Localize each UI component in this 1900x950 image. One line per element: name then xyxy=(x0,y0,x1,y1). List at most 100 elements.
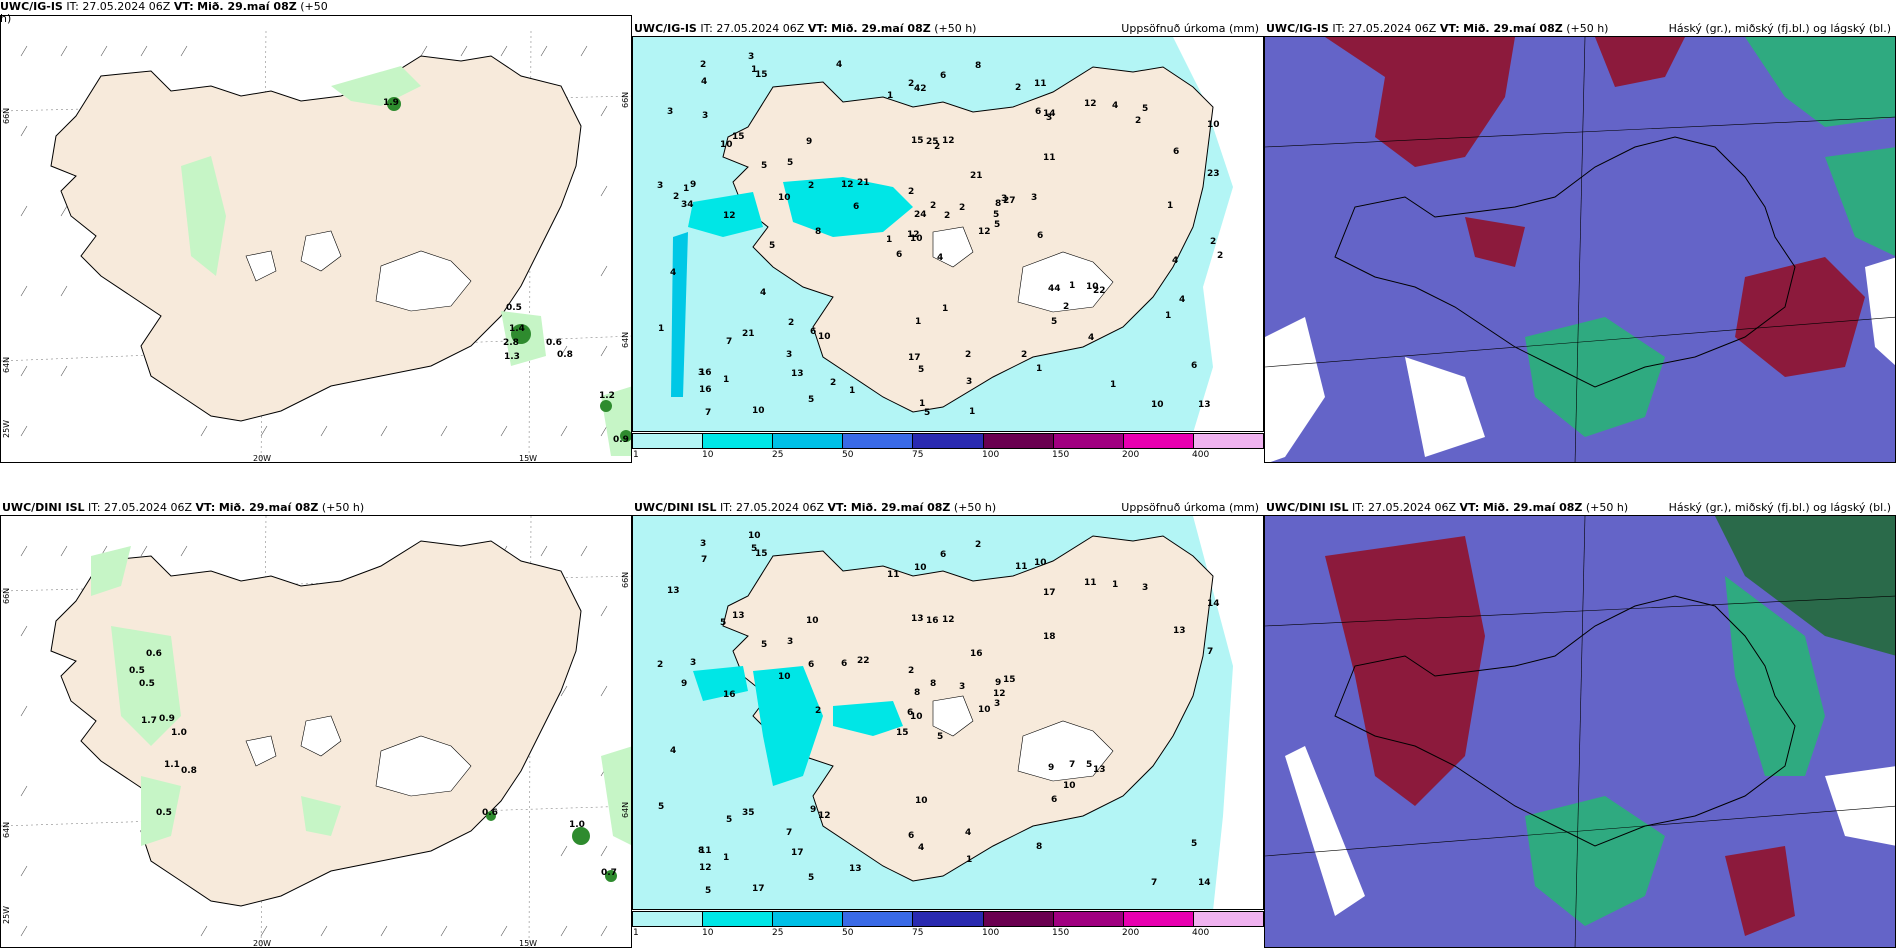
precip-cores xyxy=(486,811,617,882)
precip-value: 13 xyxy=(732,611,745,621)
precip-value: 3 xyxy=(1142,583,1149,593)
row2-cloud-title: UWC/DINI ISL IT: 27.05.2024 06Z VT: Mið.… xyxy=(1266,501,1891,514)
precip-value: 1 xyxy=(1165,311,1172,321)
precip-value: 10 xyxy=(748,531,761,541)
wind-value: 2.8 xyxy=(503,338,519,348)
low-cloud xyxy=(1715,516,1895,656)
row2-cloud-map[interactable] xyxy=(1264,515,1896,948)
wind-value: 0.7 xyxy=(601,868,617,878)
row1-wind-map[interactable]: 1.9 0.5 1.4 2.8 1.3 0.6 0.8 1.2 0.9 20W … xyxy=(0,15,632,463)
colorbar-tick: 1 xyxy=(633,450,639,460)
clear-areas xyxy=(1265,257,1895,462)
wind-value: 0.5 xyxy=(156,808,172,818)
precip-value: 2 xyxy=(1217,251,1224,261)
precip-value: 2 xyxy=(1021,350,1028,360)
precip-value: 12 xyxy=(818,811,831,821)
wind-value: 0.5 xyxy=(139,679,155,689)
precip-value: 1 xyxy=(915,317,922,327)
wind-value: 1.3 xyxy=(504,352,520,362)
colorbar-seg xyxy=(983,434,1054,448)
colorbar-tick: 10 xyxy=(702,450,714,460)
colorbar-tick: 50 xyxy=(842,450,854,460)
precip-value: 10 xyxy=(1151,400,1164,410)
precip-value: 1 xyxy=(966,855,973,865)
precip-value: 15 xyxy=(896,728,909,738)
colorbar-tick: 200 xyxy=(1122,450,1140,460)
wind-value: 0.6 xyxy=(482,808,498,818)
lon-label: 15W xyxy=(519,454,538,463)
lat-label: 66N xyxy=(621,571,630,588)
row2-wind-panel: UWC/DINI ISL IT: 27.05.2024 06Z VT: Mið.… xyxy=(0,485,632,950)
precip-value: 10 xyxy=(778,193,791,203)
precip-value: 10 xyxy=(915,796,928,806)
precip-value: 10 xyxy=(1207,120,1220,130)
mid-cloud xyxy=(1325,37,1865,377)
precip-value: 4 xyxy=(965,828,972,838)
precip-value: 21 xyxy=(742,329,755,339)
precip-value: 12 xyxy=(699,863,712,873)
precip-value: 5 xyxy=(924,408,931,418)
precip-value: 17 xyxy=(791,848,804,858)
precip-value: 5 xyxy=(787,158,794,168)
precip-value: 13 xyxy=(1173,626,1186,636)
precip-value: 4 xyxy=(836,60,843,70)
precip-value: 2 xyxy=(815,706,822,716)
precip-value: 5 xyxy=(751,544,758,554)
row2-cloud-map-svg xyxy=(1265,516,1895,947)
precip-value: 11 xyxy=(887,570,900,580)
precip-value: 7 xyxy=(1151,878,1158,888)
precip-value: 2 xyxy=(673,192,680,202)
precip-value: 3 xyxy=(994,699,1001,709)
precip-value: 10 xyxy=(914,563,927,573)
precip-value: 18 xyxy=(1043,632,1056,642)
precip-value: 42 xyxy=(914,84,927,94)
precip-colorbar xyxy=(632,433,1264,449)
colorbar-seg xyxy=(703,912,774,926)
lon-label: 20W xyxy=(253,939,272,948)
precip-value: 3 xyxy=(690,658,697,668)
mid-cloud xyxy=(1325,536,1795,936)
lat-label: 64N xyxy=(2,356,11,373)
row1-precip-map[interactable]: 4 10 10 16 8 10 11 12 14 12 15 13 12 10 6 11 10 15 21 21 21 1… xyxy=(632,36,1264,432)
precip-value: 8 xyxy=(914,688,921,698)
row2-precip-map[interactable]: 5 5 10 11 9 12 10 12 17 10 15 14 16 14 15 18 17 13 16 35 22 1… xyxy=(632,515,1264,910)
precip-value: 1 xyxy=(942,304,949,314)
precip-value: 17 xyxy=(752,884,765,894)
precip-value: 3 xyxy=(786,350,793,360)
precip-value: 10 xyxy=(910,712,923,722)
precip-value: 22 xyxy=(857,656,870,666)
precip-value: 3 xyxy=(1001,194,1008,204)
precip-value: 2 xyxy=(657,660,664,670)
precip-value: 4 xyxy=(760,288,767,298)
precip-value: 9 xyxy=(681,679,688,689)
precip-value: 7 xyxy=(786,828,793,838)
precip-value: 12 xyxy=(942,136,955,146)
precip-value: 2 xyxy=(1063,302,1070,312)
precip-value: 12 xyxy=(907,230,920,240)
precip-value: 12 xyxy=(1084,99,1097,109)
colorbar-tick: 400 xyxy=(1192,928,1210,938)
precip-value: 13 xyxy=(911,614,924,624)
precip-value: 1 xyxy=(1069,281,1076,291)
precip-strip xyxy=(671,232,688,397)
dry-area xyxy=(1173,37,1263,431)
precip-value: 10 xyxy=(752,406,765,416)
wind-value: 1.1 xyxy=(164,760,180,770)
glaciers xyxy=(245,230,472,312)
row1-cloud-panel: UWC/IG-IS IT: 27.05.2024 06Z VT: Mið. 29… xyxy=(1264,0,1896,465)
precip-value: 6 xyxy=(841,659,848,669)
row1-cloud-map[interactable] xyxy=(1264,36,1896,463)
precip-value: 3 xyxy=(787,637,794,647)
colorbar-seg xyxy=(703,434,774,448)
precip-value: 3 xyxy=(959,682,966,692)
colorbar-seg xyxy=(1123,912,1194,926)
precip-10-25 xyxy=(688,177,913,237)
row2-wind-map[interactable]: 0.6 0.5 0.5 1.7 0.9 1.0 1.1 0.8 0.5 0.6 … xyxy=(0,515,632,948)
lat-label: 64N xyxy=(621,331,630,348)
precip-value: 34 xyxy=(681,200,694,210)
precip-value: 10 xyxy=(1086,282,1099,292)
wind-value: 1.7 xyxy=(141,716,157,726)
precip-value: 2 xyxy=(930,201,937,211)
precip-value: 5 xyxy=(918,365,925,375)
row2-precip-title: UWC/DINI ISL IT: 27.05.2024 06Z VT: Mið.… xyxy=(634,501,1259,514)
